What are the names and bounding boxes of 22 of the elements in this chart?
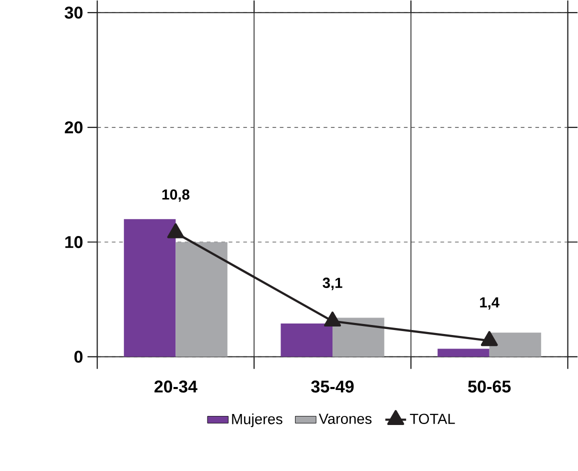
point	[480, 330, 498, 346]
data-label: 1,4	[480, 297, 500, 310]
x-tick-label: 50-65	[468, 380, 511, 392]
x-tick-label: 35-49	[311, 380, 354, 392]
bar	[489, 332, 542, 357]
point	[324, 311, 341, 326]
legend-label: Varones	[318, 414, 372, 424]
data-label: 10,8	[162, 189, 190, 202]
data-label: 3,1	[322, 277, 342, 290]
x-tick-label: 20-34	[154, 380, 198, 392]
bar	[176, 242, 228, 357]
bar	[124, 218, 176, 357]
bar	[280, 323, 333, 357]
y-tick-label: 0	[74, 350, 83, 363]
legend-label: Mujeres	[232, 413, 282, 427]
point	[167, 223, 184, 238]
bar	[332, 318, 384, 357]
y-tick-label: 20	[64, 121, 83, 134]
y-tick-label: 30	[64, 6, 83, 18]
legend-label: TOTAL	[410, 413, 455, 424]
y-tick-label: 10	[65, 236, 83, 248]
bar	[438, 348, 490, 357]
